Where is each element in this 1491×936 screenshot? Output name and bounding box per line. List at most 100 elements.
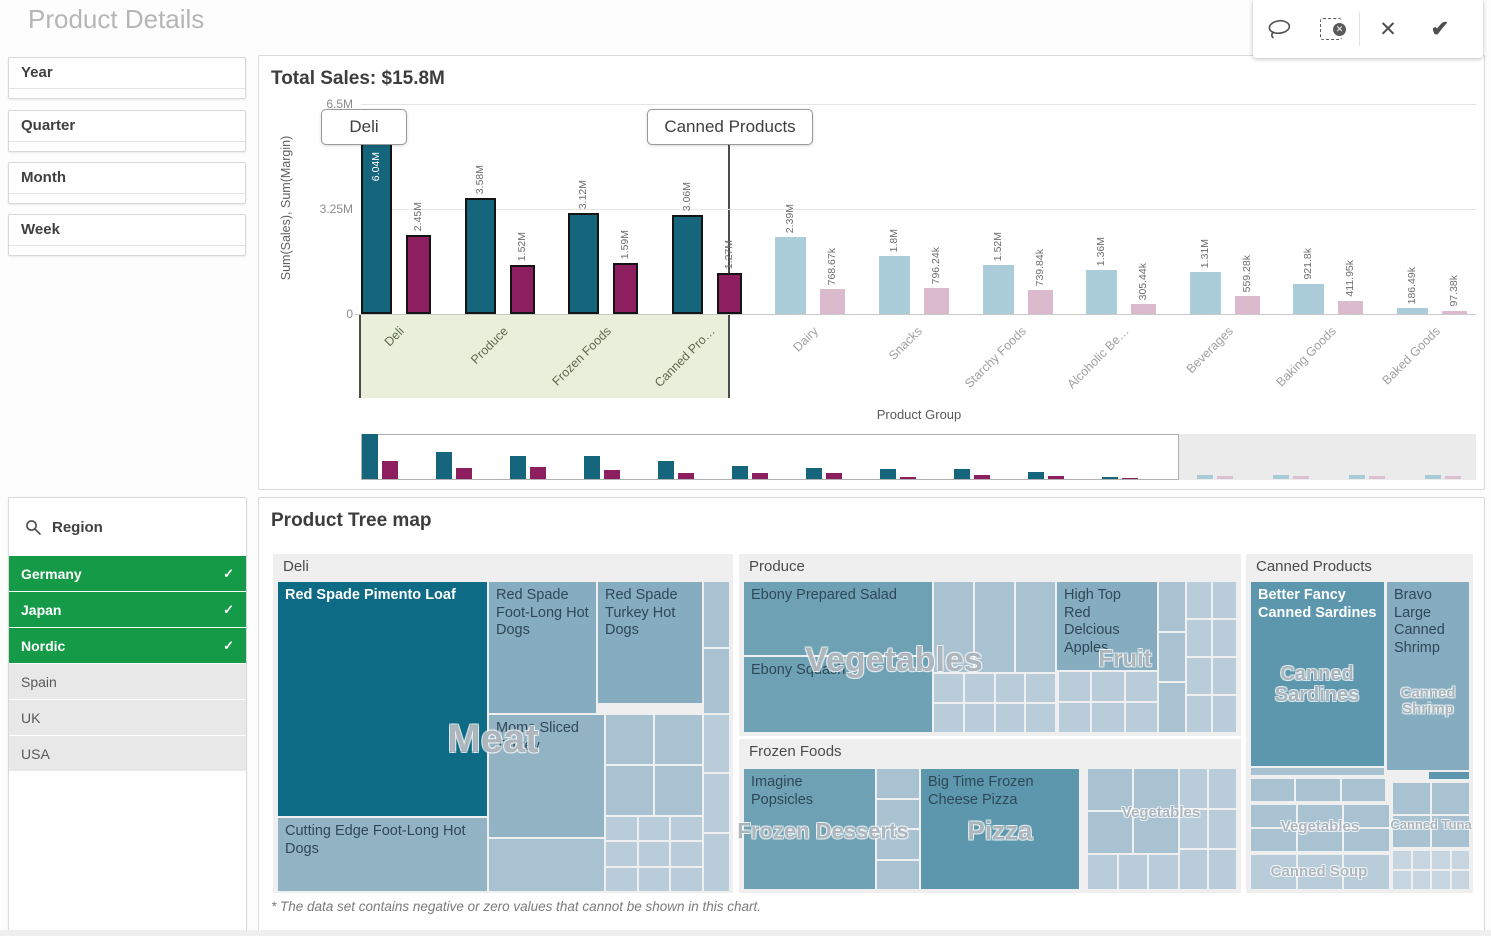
treemap-cell[interactable] [1432,851,1450,869]
treemap-cell[interactable] [1393,816,1430,847]
treemap-cell[interactable] [1212,696,1236,732]
treemap-cell[interactable] [606,842,637,866]
treemap-cell[interactable] [934,704,963,732]
treemap-cell[interactable] [1059,703,1091,732]
treemap-cell[interactable] [1432,783,1469,814]
treemap-cell[interactable] [1451,851,1469,869]
bar-margin-10[interactable] [1338,301,1363,314]
treemap-cell[interactable] [877,799,919,828]
treemap-cell[interactable] [877,769,919,798]
treemap-cell[interactable] [1016,582,1055,672]
treemap-section-header[interactable]: Frozen Foods [749,743,842,760]
treemap-cell[interactable] [1149,855,1178,889]
treemap-cell-red-spade-foot-long-hot-dogs[interactable]: Red Spade Foot-Long Hot Dogs [489,582,596,713]
bar-margin-9[interactable] [1235,296,1260,314]
treemap-cell[interactable] [1393,851,1411,869]
treemap-cell[interactable] [1118,855,1148,889]
treemap-cell[interactable] [1187,582,1211,618]
treemap-cell-moms-sliced-turkey[interactable]: Moms Sliced Turkey [489,715,604,837]
bar-margin-1[interactable] [406,235,431,314]
region-item-uk[interactable]: UK [9,700,246,735]
cancel-icon[interactable]: ✕ [1362,7,1414,51]
treemap-cell[interactable] [1296,779,1340,801]
region-item-japan[interactable]: Japan ✓ [9,592,246,627]
treemap-cell[interactable] [638,817,670,841]
bar-sales-6[interactable] [879,256,910,314]
treemap-cell[interactable] [1212,620,1236,656]
treemap-cell[interactable] [975,582,1014,672]
region-item-nordic[interactable]: Nordic ✓ [9,628,246,663]
x-axis-label-11[interactable]: Baked Goods [1379,324,1443,388]
treemap-cell[interactable] [1187,658,1211,694]
bar-margin-8[interactable] [1131,304,1156,314]
treemap-cell[interactable] [1212,582,1236,618]
treemap-cell[interactable] [671,842,702,866]
filter-box-year[interactable]: Year [8,57,246,99]
treemap-cell[interactable] [1092,672,1124,701]
treemap-cell[interactable] [1159,582,1185,631]
treemap-cell[interactable] [1059,672,1091,701]
treemap-cell[interactable] [1026,674,1055,702]
treemap-cell[interactable] [1251,855,1296,889]
treemap-cell[interactable] [1209,769,1236,808]
treemap-cell[interactable] [1429,772,1469,779]
bar-margin-3[interactable] [613,263,638,314]
treemap-cell[interactable] [1297,829,1343,851]
treemap-cell[interactable] [1412,851,1430,869]
treemap-cell-cutting-edge-foot-long-hot-dogs[interactable]: Cutting Edge Foot-Long Hot Dogs [278,818,487,891]
treemap-cell[interactable] [638,867,670,891]
filter-box-month[interactable]: Month [8,162,246,204]
clear-selections-icon[interactable]: ✕ [1305,7,1357,51]
treemap-cell[interactable] [1088,769,1132,810]
navigator-overflow-area[interactable] [1179,434,1476,480]
treemap-cell-imagine-popsicles[interactable]: Imagine Popsicles [744,769,875,889]
treemap-cell[interactable] [964,704,994,732]
treemap-cell[interactable] [1344,855,1389,889]
treemap-cell[interactable] [606,715,653,764]
treemap-cell-bravo-large-canned-shrimp[interactable]: Bravo Large Canned Shrimp [1387,582,1469,770]
bar-sales-10[interactable] [1293,284,1324,314]
x-axis-label-10[interactable]: Baking Goods [1273,324,1339,390]
treemap-cell[interactable] [606,817,637,841]
treemap-cell[interactable] [877,860,919,889]
bar-sales-7[interactable] [983,265,1014,314]
treemap-cell[interactable] [1088,855,1117,889]
treemap-cell[interactable] [1251,829,1296,851]
treemap-cell[interactable] [1209,809,1236,849]
treemap-cell[interactable] [964,674,994,702]
bar-margin-2[interactable] [510,265,535,314]
treemap-cell[interactable] [1393,871,1411,889]
treemap-cell[interactable] [655,766,702,815]
treemap-cell-ebony-prepared-salad[interactable]: Ebony Prepared Salad [744,582,932,655]
treemap-cell[interactable] [1187,620,1211,656]
treemap-cell[interactable] [1209,850,1236,889]
bar-sales-3[interactable] [568,213,599,314]
region-item-spain[interactable]: Spain [9,664,246,699]
region-item-usa[interactable]: USA [9,736,246,771]
treemap-cell[interactable] [704,833,729,891]
treemap-cell[interactable] [1432,871,1450,889]
x-axis-label-5[interactable]: Dairy [790,324,821,355]
bar-margin-11[interactable] [1442,311,1467,314]
treemap-cell[interactable] [606,867,637,891]
treemap-cell[interactable] [1159,683,1185,732]
treemap-section-header[interactable]: Canned Products [1256,558,1372,575]
treemap-cell[interactable] [655,715,702,764]
bar-sales-2[interactable] [465,198,496,314]
treemap-cell[interactable] [1187,696,1211,732]
region-item-germany[interactable]: Germany ✓ [9,556,246,591]
treemap-cell[interactable] [1344,829,1389,851]
treemap-cell[interactable] [1341,779,1385,801]
treemap-cell-red-spade-turkey-hot-dogs[interactable]: Red Spade Turkey Hot Dogs [598,582,702,703]
treemap-cell-red-spade-pimento-loaf[interactable]: Red Spade Pimento Loaf [278,582,487,816]
x-axis-label-8[interactable]: Alcoholic Be… [1064,324,1132,392]
treemap-cell[interactable] [671,867,702,891]
confirm-icon[interactable]: ✔ [1414,7,1466,51]
treemap-cell[interactable] [704,715,729,773]
treemap-cell[interactable] [877,830,919,859]
treemap-section-header[interactable]: Produce [749,558,805,575]
bar-sales-4[interactable] [672,215,703,314]
bar-sales-11[interactable] [1397,308,1428,314]
bar-sales-5[interactable] [775,237,806,314]
treemap-cell[interactable] [671,817,702,841]
